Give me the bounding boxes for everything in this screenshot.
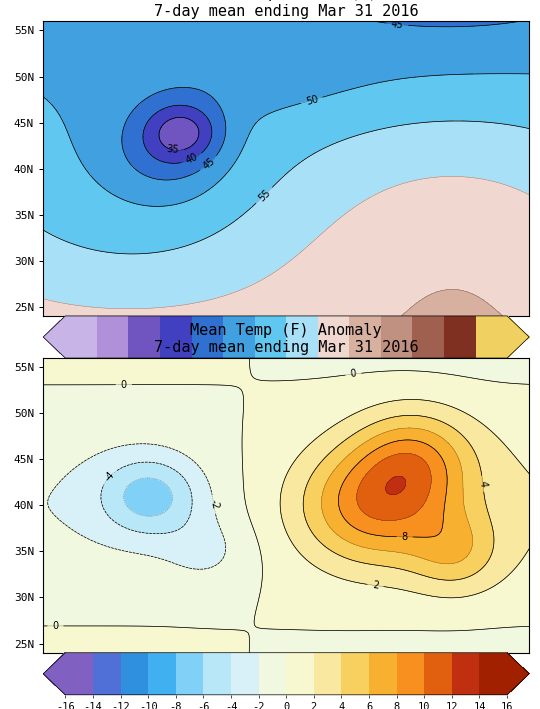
PathPatch shape (507, 653, 529, 695)
Text: 0: 0 (121, 379, 127, 390)
PathPatch shape (507, 316, 529, 358)
Text: 0: 0 (52, 621, 58, 631)
Text: 45: 45 (390, 18, 404, 30)
Title: Mean Temp (F) Anomaly
7-day mean ending Mar 31 2016: Mean Temp (F) Anomaly 7-day mean ending … (154, 323, 418, 355)
PathPatch shape (43, 316, 65, 358)
Text: 50: 50 (305, 94, 319, 106)
Text: 55: 55 (256, 187, 272, 203)
Text: 35: 35 (166, 145, 179, 155)
Text: 8: 8 (402, 532, 408, 542)
Text: 45: 45 (201, 156, 217, 172)
Text: 40: 40 (185, 152, 200, 167)
Text: -2: -2 (208, 498, 220, 510)
Text: -4: -4 (103, 470, 117, 484)
PathPatch shape (43, 653, 65, 695)
Text: 2: 2 (372, 580, 379, 591)
Text: 0: 0 (350, 369, 357, 379)
Text: 4: 4 (477, 480, 488, 487)
Title: Mean Temperature (F)
7-day mean ending Mar 31 2016: Mean Temperature (F) 7-day mean ending M… (154, 0, 418, 18)
